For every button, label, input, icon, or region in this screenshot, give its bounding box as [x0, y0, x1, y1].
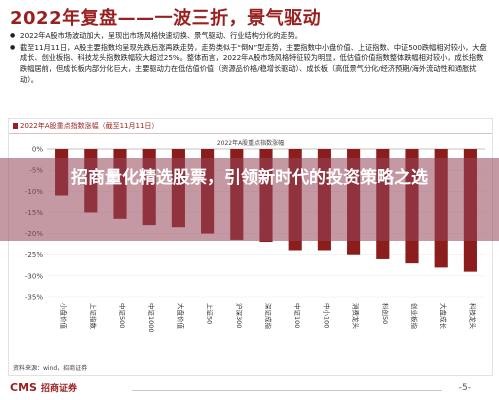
- x-tick-label: 中证100: [293, 303, 302, 328]
- y-tick-label: 0%: [32, 146, 43, 154]
- x-tick-label: 中小100: [322, 303, 331, 328]
- chart-title: 2022年A股重点指数涨幅: [216, 140, 285, 147]
- logo-cn: 招商证券: [40, 384, 77, 394]
- cms-logo: CMS 招商证券: [10, 381, 77, 394]
- chart-header-label: 2022年A股重点指数涨幅（截至11月11日）: [13, 121, 158, 131]
- bullet-list: 2022年A股市场波动加大，呈现出市场风格快速切换、景气驱动、行业结构分化的走势…: [10, 31, 490, 87]
- x-tick-label: 小盘价值: [60, 303, 69, 330]
- headline-overlay: 招商量化精选股票，引领新时代的投资策略之选: [0, 158, 499, 241]
- x-tick-label: 大盘成长: [439, 303, 448, 330]
- x-tick-label: 大盘价值: [176, 303, 185, 330]
- chart-header-marker: [13, 123, 18, 129]
- overlay-headline: 招商量化精选股票，引领新时代的投资策略之选: [71, 168, 428, 188]
- x-tick-label: 中证1000: [147, 303, 156, 333]
- bullet-1: 2022年A股市场波动加大，呈现出市场风格快速切换、景气驱动、行业结构分化的走势…: [10, 31, 490, 42]
- footer-divider: [132, 390, 442, 391]
- x-tick-label: 创业板指: [410, 303, 419, 330]
- page-footer: CMS 招商证券 -5-: [0, 378, 499, 400]
- chart-source: 资料来源：wind，招商证券: [13, 365, 88, 372]
- x-tick-label: 深证成指: [264, 303, 273, 330]
- bullet-2: 截至11月11日，A股主要指数均呈现先跌后涨再跌走势，走势类似于“倒N”型走势，…: [10, 43, 490, 86]
- page-number: -5-: [458, 383, 471, 393]
- x-tick-label: 消费龙头: [352, 303, 361, 330]
- x-tick-label: 上证指数: [89, 303, 98, 330]
- x-tick-label: 上证50: [206, 303, 215, 324]
- y-tick-label: -35%: [25, 294, 43, 302]
- x-tick-label: 科技龙头: [468, 303, 477, 330]
- y-tick-label: -25%: [25, 251, 43, 259]
- chart-header-text: 2022年A股重点指数涨幅（截至11月11日）: [20, 122, 159, 130]
- chart-header: 2022年A股重点指数涨幅（截至11月11日）: [9, 119, 492, 134]
- y-tick-label: -30%: [25, 272, 43, 280]
- chart-panel: 2022年A股重点指数涨幅（截至11月11日） 2022年A股重点指数涨幅 0%…: [8, 118, 493, 376]
- x-tick-label: 科创50: [381, 303, 390, 324]
- page-title: 2022年复盘——一波三折，景气驱动: [10, 8, 322, 29]
- x-tick-label: 沪深300: [235, 303, 244, 328]
- logo-en: CMS: [10, 381, 37, 394]
- x-tick-label: 中证500: [118, 303, 127, 328]
